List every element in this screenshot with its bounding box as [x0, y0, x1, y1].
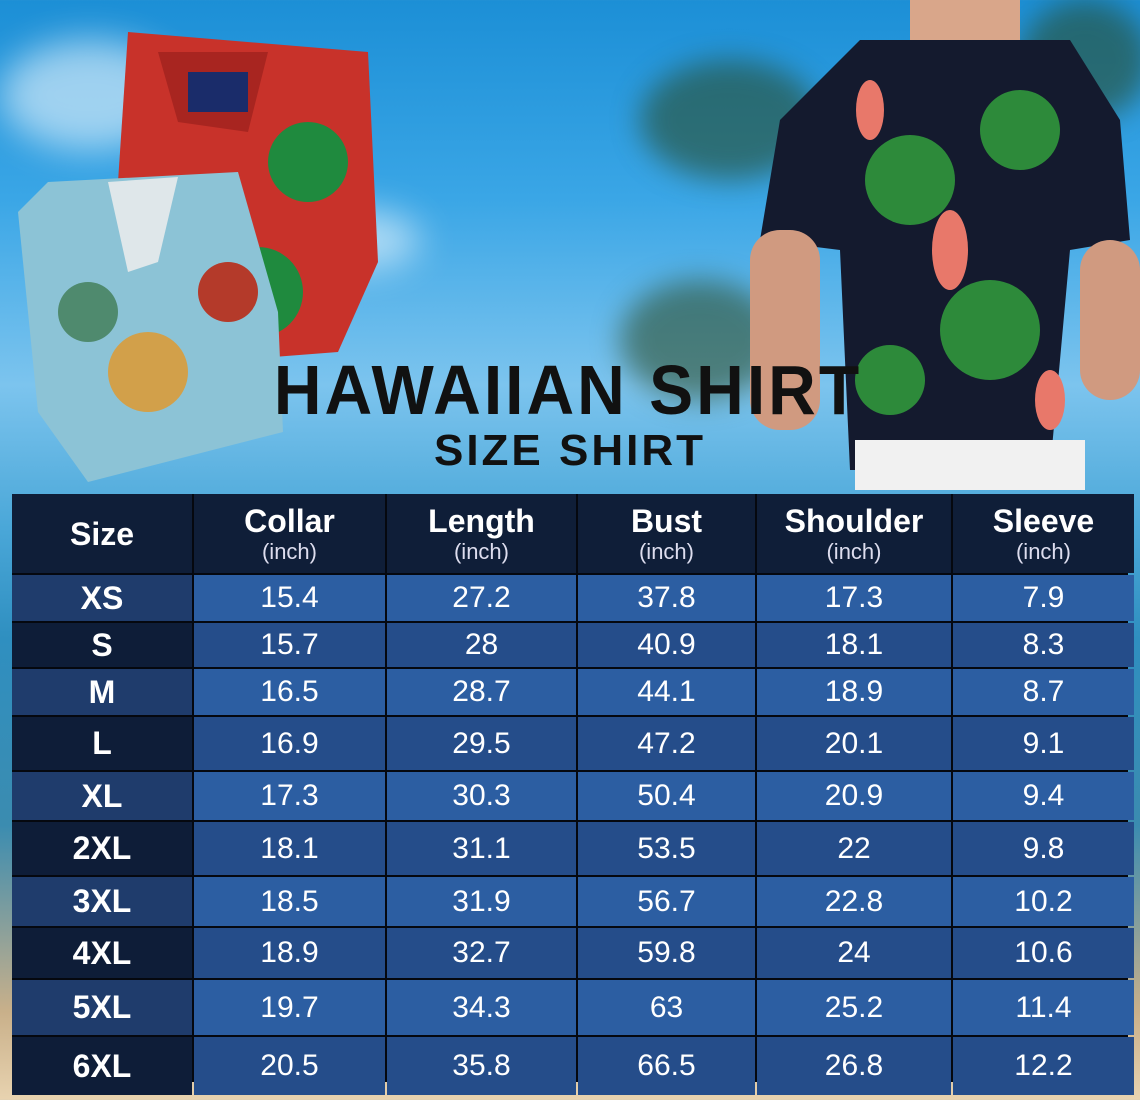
- folded-shirts-image: [18, 32, 378, 482]
- column-header-unit: (inch): [826, 538, 882, 564]
- measurement-cell-bust: 63: [578, 980, 755, 1035]
- size-label-cell: 2XL: [12, 822, 192, 875]
- size-label-cell: 5XL: [12, 980, 192, 1035]
- measurement-cell-collar: 18.5: [194, 877, 385, 926]
- measurement-cell-shoulder: 17.3: [757, 575, 951, 621]
- column-header-bust: Bust (inch): [578, 494, 755, 573]
- measurement-cell-length: 30.3: [387, 772, 576, 820]
- size-label-cell: S: [12, 623, 192, 667]
- size-label-cell: 3XL: [12, 877, 192, 926]
- column-header-label: Sleeve: [992, 502, 1095, 539]
- measurement-cell-bust: 66.5: [578, 1037, 755, 1095]
- column-header-label: Collar: [244, 502, 335, 539]
- measurement-cell-collar: 19.7: [194, 980, 385, 1035]
- measurement-cell-bust: 56.7: [578, 877, 755, 926]
- measurement-cell-bust: 40.9: [578, 623, 755, 667]
- measurement-cell-shoulder: 18.1: [757, 623, 951, 667]
- measurement-cell-bust: 44.1: [578, 669, 755, 715]
- column-header-unit: (inch): [638, 538, 694, 564]
- column-header-unit: (inch): [1015, 538, 1071, 564]
- measurement-cell-bust: 53.5: [578, 822, 755, 875]
- column-header-unit: (inch): [261, 538, 317, 564]
- measurement-cell-collar: 18.9: [194, 928, 385, 978]
- measurement-cell-collar: 17.3: [194, 772, 385, 820]
- measurement-cell-length: 27.2: [387, 575, 576, 621]
- size-label-cell: XS: [12, 575, 192, 621]
- measurement-cell-length: 34.3: [387, 980, 576, 1035]
- measurement-cell-collar: 15.4: [194, 575, 385, 621]
- measurement-cell-length: 29.5: [387, 717, 576, 770]
- column-header-size: Size: [12, 494, 192, 573]
- measurement-cell-sleeve: 8.7: [953, 669, 1134, 715]
- measurement-cell-shoulder: 20.9: [757, 772, 951, 820]
- column-header-collar: Collar (inch): [194, 494, 385, 573]
- measurement-cell-collar: 20.5: [194, 1037, 385, 1095]
- column-header-unit: (inch): [453, 538, 509, 564]
- measurement-cell-sleeve: 9.8: [953, 822, 1134, 875]
- measurement-cell-collar: 16.9: [194, 717, 385, 770]
- measurement-cell-shoulder: 25.2: [757, 980, 951, 1035]
- column-header-length: Length (inch): [387, 494, 576, 573]
- measurement-cell-bust: 59.8: [578, 928, 755, 978]
- measurement-cell-sleeve: 10.2: [953, 877, 1134, 926]
- measurement-cell-bust: 47.2: [578, 717, 755, 770]
- measurement-cell-length: 32.7: [387, 928, 576, 978]
- measurement-cell-length: 28.7: [387, 669, 576, 715]
- measurement-cell-sleeve: 7.9: [953, 575, 1134, 621]
- measurement-cell-shoulder: 22.8: [757, 877, 951, 926]
- size-label-cell: 4XL: [12, 928, 192, 978]
- measurement-cell-sleeve: 9.4: [953, 772, 1134, 820]
- measurement-cell-sleeve: 11.4: [953, 980, 1134, 1035]
- measurement-cell-length: 31.1: [387, 822, 576, 875]
- column-header-label: Shoulder: [784, 502, 924, 539]
- measurement-cell-collar: 18.1: [194, 822, 385, 875]
- size-label-cell: XL: [12, 772, 192, 820]
- page-subtitle: SIZE SHIRT: [433, 426, 707, 475]
- column-header-label: Length: [428, 502, 535, 539]
- column-header-sleeve: Sleeve (inch): [953, 494, 1134, 573]
- measurement-cell-shoulder: 24: [757, 928, 951, 978]
- size-label-cell: L: [12, 717, 192, 770]
- model-shirt-image: [750, 0, 1140, 490]
- column-header-label: Size: [69, 515, 135, 552]
- measurement-cell-shoulder: 18.9: [757, 669, 951, 715]
- column-header-shoulder: Shoulder (inch): [757, 494, 951, 573]
- size-table: Size Collar (inch) Length (inch) Bust (inch) Sh…: [12, 494, 1134, 1095]
- size-label-cell: M: [12, 669, 192, 715]
- size-label-cell: 6XL: [12, 1037, 192, 1095]
- measurement-cell-bust: 50.4: [578, 772, 755, 820]
- measurement-cell-shoulder: 26.8: [757, 1037, 951, 1095]
- measurement-cell-shoulder: 22: [757, 822, 951, 875]
- page-title: HAWAIIAN SHIRT: [273, 351, 863, 429]
- measurement-cell-sleeve: 10.6: [953, 928, 1134, 978]
- measurement-cell-sleeve: 9.1: [953, 717, 1134, 770]
- measurement-cell-length: 35.8: [387, 1037, 576, 1095]
- measurement-cell-length: 28: [387, 623, 576, 667]
- measurement-cell-sleeve: 8.3: [953, 623, 1134, 667]
- measurement-cell-collar: 16.5: [194, 669, 385, 715]
- measurement-cell-shoulder: 20.1: [757, 717, 951, 770]
- measurement-cell-collar: 15.7: [194, 623, 385, 667]
- measurement-cell-length: 31.9: [387, 877, 576, 926]
- column-header-label: Bust: [630, 502, 703, 539]
- measurement-cell-sleeve: 12.2: [953, 1037, 1134, 1095]
- measurement-cell-bust: 37.8: [578, 575, 755, 621]
